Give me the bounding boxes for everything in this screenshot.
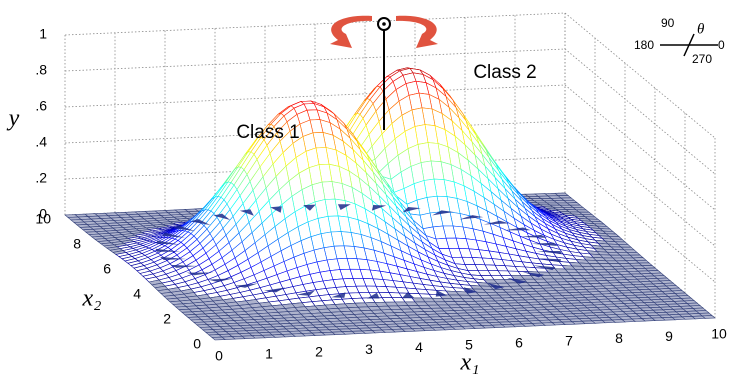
grid-line [564, 12, 716, 139]
flow-arrow [155, 248, 181, 252]
indicator-label: 0 [718, 38, 725, 52]
indicator-label: 180 [634, 38, 654, 52]
class-label: Class 1 [236, 122, 299, 143]
rotation-arrow [330, 15, 372, 48]
x1-tick-label: 6 [515, 335, 523, 351]
x1-tick-label: 9 [665, 328, 673, 344]
flow-arrow [532, 265, 556, 271]
x1-tick-label: 5 [465, 337, 473, 353]
flow-arrow [522, 271, 544, 278]
orientation-indicator: 90 180 0 270 θ [634, 16, 725, 66]
x2-tick-label: 6 [103, 261, 111, 277]
grid-line [564, 120, 716, 247]
grid-line [64, 84, 566, 108]
x1-tick-label: 8 [615, 330, 623, 346]
flow-arrow [504, 227, 531, 231]
grid-line [564, 48, 716, 175]
flow-arrow [208, 278, 234, 282]
y-tick-label: .6 [35, 98, 47, 114]
flow-arrow [173, 225, 196, 232]
flow-arrow [239, 209, 254, 216]
flow-arrow [156, 240, 180, 245]
x1-tick-label: 10 [711, 326, 727, 342]
rotation-arrow [396, 15, 438, 48]
flow-arrow [264, 287, 286, 293]
x2-tick-label: 0 [193, 336, 201, 352]
flow-arrow [537, 258, 561, 263]
x2-tick-label: 4 [133, 286, 141, 302]
x1-tick-label: 3 [365, 341, 373, 357]
flow-arrow [371, 205, 387, 211]
flow-arrow [296, 290, 315, 296]
flow-arrow [337, 204, 351, 210]
flow-arrow [432, 210, 454, 216]
indicator-label: 90 [661, 16, 675, 30]
flow-arrow [531, 242, 558, 246]
flow-arrow [186, 272, 214, 276]
x1-axis-label: x₁ [460, 350, 480, 376]
axis-pivot-dot [382, 22, 386, 26]
grid-line [64, 12, 566, 36]
flow-arrow [487, 282, 505, 290]
x2-tick-label: 8 [73, 236, 81, 252]
grid-line [564, 84, 716, 211]
flow-arrow [213, 213, 231, 220]
flow-arrow [463, 287, 478, 294]
y-axis-label: y [7, 106, 20, 132]
grid-line [564, 156, 716, 283]
surface [64, 67, 716, 341]
indicator-label: 270 [692, 52, 712, 66]
grid-line [64, 120, 566, 144]
rotation-icon [330, 15, 438, 130]
y-tick-label: .2 [35, 170, 47, 186]
x1-tick-label: 1 [265, 346, 273, 362]
flow-arrow [520, 234, 547, 238]
flow-arrow [303, 204, 316, 211]
flow-arrow [331, 292, 346, 298]
indicator-symbol: θ [697, 21, 705, 37]
y-tick-label: .4 [35, 134, 47, 150]
y-tick-label: .8 [35, 62, 47, 78]
flow-arrow [234, 283, 258, 288]
grid-line [64, 48, 566, 72]
flow-arrow [435, 290, 448, 297]
y-tick-label: 0 [39, 206, 47, 222]
x1-tick-label: 0 [215, 348, 223, 364]
y-tick-label: 1 [39, 26, 47, 42]
flow-arrow [160, 256, 187, 260]
flow-arrow [507, 277, 527, 284]
x2-tick-label: 10 [35, 211, 51, 227]
class-label: Class 2 [473, 62, 536, 83]
flow-arrow [190, 219, 211, 226]
surface-cell [211, 336, 226, 341]
flow-arrow [366, 292, 380, 299]
x1-tick-label: 4 [415, 339, 423, 355]
flow-arrow [537, 251, 562, 255]
flow-arrow [402, 207, 421, 213]
flow-arrow [162, 232, 185, 238]
flow-arrow [401, 292, 415, 299]
x1-tick-label: 7 [565, 332, 573, 348]
flow-arrow [270, 206, 282, 213]
flow-arrow [170, 264, 198, 268]
flow-arrow [483, 220, 510, 225]
x2-tick-label: 2 [163, 311, 171, 327]
x2-axis-label: x₂ [82, 286, 102, 312]
indicator-line [683, 33, 695, 57]
x1-tick-label: 2 [315, 343, 323, 359]
flow-arrow [459, 215, 484, 220]
